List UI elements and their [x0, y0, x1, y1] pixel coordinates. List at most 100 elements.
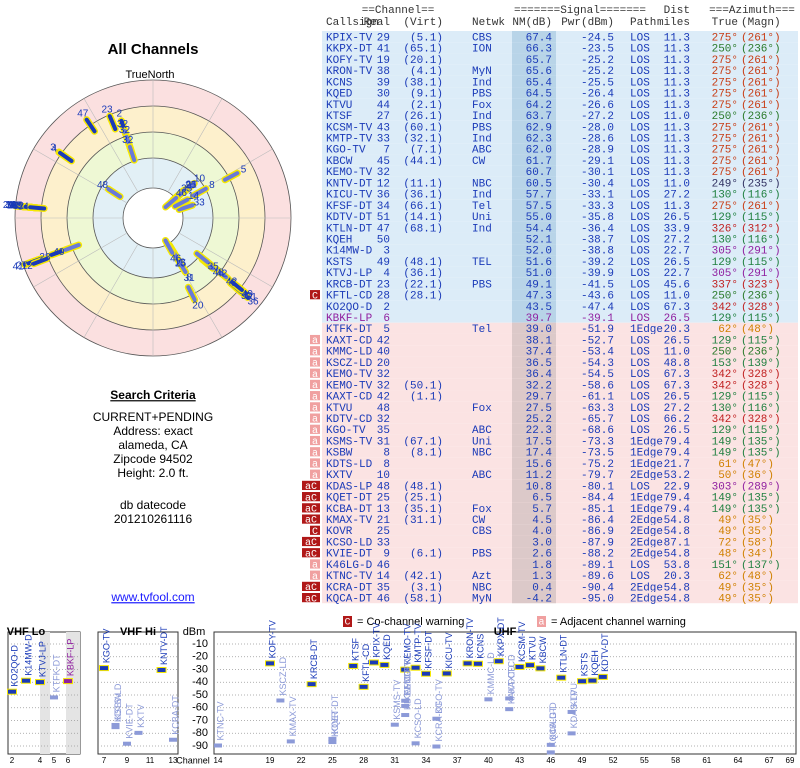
radar-channel: 40 — [53, 247, 65, 258]
nm-cell-bg — [512, 188, 556, 200]
warning-badge-bg — [310, 334, 320, 345]
radar-channel: 34 — [18, 201, 30, 212]
table-cell: 275° — [712, 100, 738, 112]
radar-channel: 38 — [6, 200, 18, 211]
nm-cell-bg — [512, 434, 556, 447]
table-cell: 49° — [718, 526, 738, 538]
table-cell: -47.4 — [581, 302, 614, 314]
table-cell: 275° — [712, 33, 738, 45]
row-bg — [322, 468, 798, 480]
y-tick-label: -20 — [192, 651, 208, 663]
warning-badge: a — [312, 415, 318, 426]
warning-badge: aC — [305, 516, 317, 527]
table-cell: 130° — [712, 190, 738, 202]
channel-tick-label: 43 — [515, 756, 524, 765]
table-cell: -24.5 — [581, 33, 614, 45]
warning-badge-bg — [302, 536, 320, 547]
signal-callsign: K14MW-D — [23, 634, 33, 676]
table-cell: KO2QO-D — [326, 302, 373, 314]
radar-mark — [163, 195, 179, 210]
table-cell: 0.4 — [532, 582, 552, 594]
radar-channel: 49 — [242, 289, 254, 300]
nm-cell-bg — [512, 390, 556, 402]
table-cell: 2Edge — [630, 470, 663, 482]
table-cell: (9.1) — [410, 89, 443, 101]
radar-channel: 32 — [119, 125, 131, 136]
header-group: ==Channel== — [362, 5, 435, 17]
table-cell: (66.1) — [403, 201, 443, 213]
radar-channel: 48 — [213, 267, 225, 278]
table-cell: -61.1 — [581, 392, 614, 404]
table-cell: LOS — [630, 223, 650, 235]
table-cell: 50 — [377, 234, 390, 246]
channel-tick-label: 5 — [52, 756, 57, 765]
channel-tick-label: 52 — [609, 756, 618, 765]
table-cell: -89.1 — [581, 560, 614, 572]
table-cell: (291°) — [741, 246, 781, 258]
radar-mark — [28, 205, 47, 211]
table-cell: 4.0 — [532, 526, 552, 538]
table-cell: 26.5 — [664, 313, 690, 325]
table-cell: 48 — [377, 481, 390, 493]
row-bg — [322, 491, 798, 503]
signal-mark — [411, 665, 420, 670]
radar-mark — [176, 258, 188, 275]
table-cell: 22.7 — [664, 246, 690, 258]
row-bg — [322, 434, 798, 447]
row-bg — [322, 120, 798, 132]
table-cell: (32.1) — [403, 133, 443, 145]
table-cell: (115°) — [741, 212, 781, 224]
row-bg — [322, 502, 798, 514]
table-cell: (5.1) — [410, 33, 443, 45]
site-link[interactable]: www.tvfool.com — [110, 590, 194, 604]
table-cell: 57.5 — [526, 201, 552, 213]
warning-badge-bg — [310, 391, 320, 401]
table-cell: ABC — [472, 145, 492, 157]
table-cell: 46 — [377, 594, 390, 606]
table-cell: (8.1) — [410, 448, 443, 460]
radar-mark — [177, 203, 195, 212]
table-cell: (67.1) — [403, 436, 443, 448]
table-cell: 129° — [712, 335, 738, 347]
table-cell: 129° — [712, 257, 738, 269]
table-cell: KTNC-TV — [326, 571, 373, 583]
signal-callsign: KSBW — [113, 693, 123, 720]
signal-callsign: KO2QO-D — [9, 645, 19, 687]
table-cell: KCSM-TV — [326, 122, 373, 134]
row-bg — [322, 143, 798, 155]
table-cell: KCNS — [326, 77, 353, 89]
table-cell: 11.0 — [664, 291, 690, 303]
table-cell: -25.2 — [581, 66, 614, 78]
table-cell: 21 — [377, 515, 391, 527]
radar-channel: 46 — [176, 188, 188, 199]
y-tick-label: -90 — [192, 740, 208, 752]
signal-mark — [123, 741, 131, 746]
table-cell: 42 — [377, 335, 390, 347]
radar-mark — [63, 243, 81, 252]
table-cell: -25.2 — [581, 55, 614, 67]
row-bg — [322, 513, 798, 525]
table-cell: 51 — [377, 212, 391, 224]
table-cell: -39.2 — [581, 257, 614, 269]
y-tick-label: -40 — [192, 676, 208, 688]
table-cell: (36.1) — [403, 190, 443, 202]
table-cell: CBS — [472, 33, 492, 45]
table-cell: 38.1 — [526, 335, 553, 347]
row-bg — [322, 266, 798, 278]
table-cell: (261°) — [741, 77, 781, 89]
y-tick-label: -30 — [192, 663, 208, 675]
table-cell: 38 — [377, 66, 390, 78]
table-cell: (291°) — [741, 268, 781, 280]
table-cell: KGO-TV — [326, 425, 366, 437]
table-cell: 25 — [377, 526, 390, 538]
nm-cell-bg — [512, 468, 556, 480]
table-cell: 149° — [712, 448, 738, 460]
radar-channel: 25 — [175, 259, 187, 270]
table-cell: KICU-TV — [326, 190, 373, 202]
legend-adj-badge: a — [538, 618, 544, 629]
warning-badge: aC — [305, 493, 317, 504]
table-cell: 79.4 — [664, 493, 691, 505]
channel-tick-label: 64 — [734, 756, 743, 765]
warning-badge-bg — [310, 447, 320, 457]
table-cell: -73.5 — [581, 448, 614, 460]
